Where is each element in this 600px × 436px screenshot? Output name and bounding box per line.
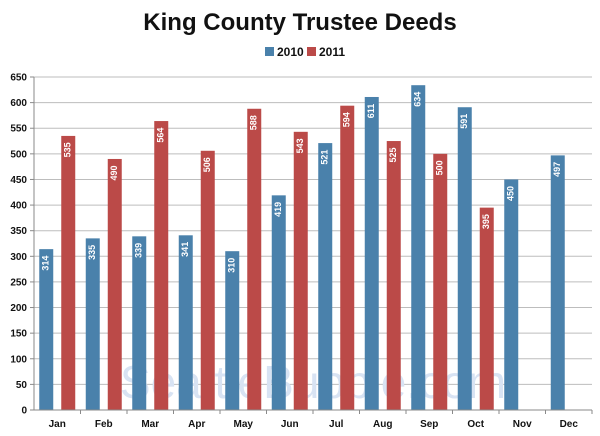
bar-2010-feb	[85, 238, 100, 410]
x-tick-label-feb: Feb	[95, 419, 113, 430]
data-label-2010-jun: 419	[273, 202, 283, 217]
data-label-2010-jan: 314	[41, 256, 51, 271]
gridlines	[34, 76, 592, 385]
bar-2010-aug	[364, 96, 379, 410]
bar-2011-jun	[293, 131, 308, 410]
bar-2010-jun	[271, 195, 286, 410]
data-label-2011-oct: 395	[481, 214, 491, 229]
y-tick-label: 200	[10, 303, 27, 314]
legend-label-2011: 2011	[319, 45, 345, 59]
x-tick-label-jul: Jul	[329, 419, 344, 430]
x-axis-ticks: Jan Feb Mar Apr May Jun Jul Aug Sep Oct Nov Dec	[49, 410, 593, 430]
y-tick-label: 250	[10, 277, 27, 288]
x-tick-label-dec: Dec	[560, 419, 579, 430]
x-tick-label-nov: Nov	[513, 419, 532, 430]
x-tick-label-jan: Jan	[49, 419, 66, 430]
data-label-2010-nov: 450	[506, 186, 516, 201]
watermark-logo: SeattleBubble.com	[120, 356, 506, 408]
bar-2010-mar	[132, 236, 147, 410]
data-label-2010-apr: 341	[180, 242, 190, 257]
bar-2010-nov	[504, 179, 519, 410]
data-label-2010-dec: 497	[552, 162, 562, 177]
x-tick-label-oct: Oct	[467, 419, 484, 430]
y-tick-label: 150	[10, 329, 27, 340]
bar-2011-jan	[61, 135, 76, 410]
legend-label-2010: 2010	[277, 45, 304, 59]
data-label-2011-jan: 535	[63, 142, 73, 157]
x-tick-label-apr: Apr	[188, 419, 205, 430]
x-tick-label-aug: Aug	[373, 419, 392, 430]
data-label-2010-feb: 335	[87, 245, 97, 260]
bar-2011-feb	[107, 158, 122, 410]
y-tick-label: 450	[10, 175, 27, 186]
data-label-2010-oct: 591	[459, 114, 469, 129]
y-tick-label: 300	[10, 252, 27, 263]
x-tick-label-may: May	[234, 419, 254, 430]
y-tick-label: 50	[16, 380, 28, 391]
bar-2010-may	[225, 251, 240, 410]
bar-2010-jul	[318, 143, 333, 410]
data-label-2011-apr: 506	[202, 157, 212, 172]
data-label-2010-sep: 634	[413, 92, 423, 107]
legend-swatch-2010	[265, 47, 274, 56]
bar-2010-dec	[550, 155, 565, 410]
y-tick-label: 400	[10, 201, 27, 212]
legend-swatch-2011	[307, 47, 316, 56]
data-label-2011-jul: 594	[342, 112, 352, 127]
bar-2011-may	[247, 108, 262, 411]
x-tick-label-mar: Mar	[141, 419, 159, 430]
data-label-2011-may: 588	[249, 115, 259, 130]
x-tick-label-sep: Sep	[420, 419, 438, 430]
bar-2011-aug	[386, 141, 401, 411]
data-label-2011-sep: 500	[435, 160, 445, 175]
chart-title: King County Trustee Deeds	[143, 9, 456, 36]
data-label-2011-aug: 525	[388, 148, 398, 163]
bar-2011-mar	[154, 121, 169, 410]
y-tick-label: 600	[10, 98, 27, 109]
bar-2011-oct	[479, 207, 494, 410]
bar-2010-sep	[411, 85, 426, 410]
bar-2010-oct	[457, 107, 472, 411]
data-label-2010-jul: 521	[320, 150, 330, 165]
bar-labels: 314 535 335 490 339 564 341 506 310 588 419 543 521 5…	[41, 92, 563, 273]
y-tick-label: 100	[10, 354, 27, 365]
data-label-2010-may: 310	[227, 258, 237, 273]
y-tick-label: 0	[21, 406, 27, 417]
data-label-2011-mar: 564	[156, 128, 166, 143]
y-tick-label: 550	[10, 124, 27, 135]
data-label-2011-jun: 543	[295, 138, 305, 153]
data-label-2011-feb: 490	[109, 165, 119, 180]
bars	[39, 85, 565, 411]
data-label-2010-aug: 611	[366, 104, 376, 119]
watermark: SeattleBubble.com	[120, 356, 506, 408]
bar-2010-apr	[178, 235, 193, 410]
x-tick-label-jun: Jun	[281, 419, 299, 430]
legend: 2010 2011	[265, 45, 345, 59]
bar-2011-jul	[340, 105, 355, 410]
y-tick-label: 350	[10, 226, 27, 237]
y-tick-label: 500	[10, 149, 27, 160]
y-axis-ticks: 0 50 100 150 200 250 300 350 400 450 500 550 600 650	[10, 73, 34, 417]
bar-2011-sep	[433, 153, 448, 410]
y-tick-label: 650	[10, 73, 27, 84]
data-label-2010-mar: 339	[134, 243, 144, 258]
bar-2010-jan	[39, 249, 54, 410]
bar-2011-apr	[200, 150, 215, 410]
